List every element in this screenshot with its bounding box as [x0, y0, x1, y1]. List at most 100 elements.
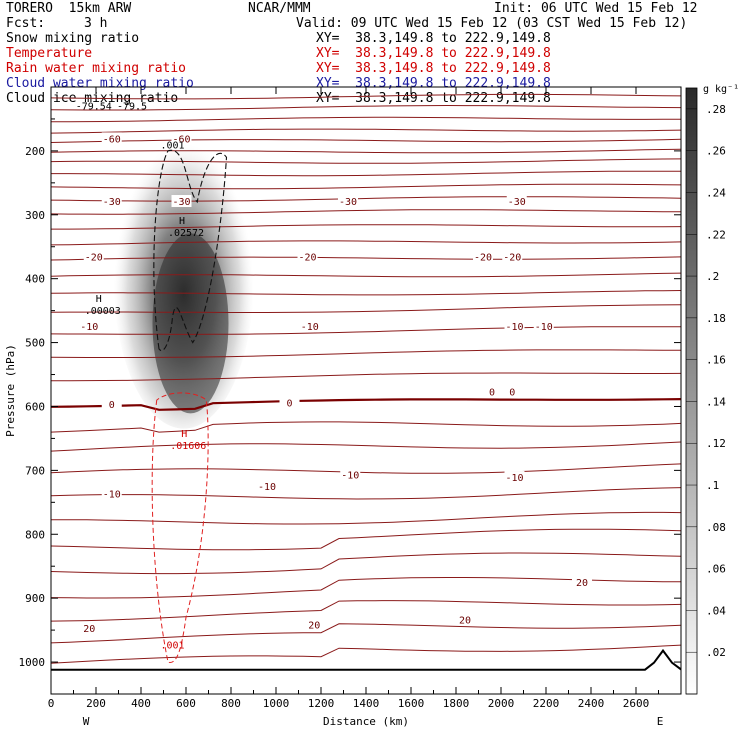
east-label: E: [657, 715, 664, 728]
contour-label-bg: [83, 250, 104, 263]
contour-label-bg: [79, 320, 100, 333]
y-tick-label: 200: [25, 145, 45, 158]
x-tick-label: 2200: [533, 697, 560, 710]
isotherm-line: [51, 104, 681, 111]
field-name-temperature: Temperature: [6, 46, 93, 61]
colorbar-tick-label: .28: [706, 103, 726, 116]
field-name-cloud-ice: Cloud ice mixing ratio: [6, 91, 179, 106]
contour-label-bg: [533, 320, 554, 333]
contour-label-bg: [572, 575, 592, 588]
contour-label-bg: [473, 250, 493, 263]
field-name-snow: Snow mixing ratio: [6, 31, 140, 46]
contour-label-bg: [101, 398, 122, 411]
contour-label-bg: [455, 613, 475, 626]
temperature-contour-label: -30: [508, 197, 526, 208]
forecast-label: Fcst:: [6, 16, 46, 31]
colorbar-tick-label: .08: [706, 521, 726, 534]
snow-shading-core: [152, 233, 229, 414]
x-tick-label: 200: [86, 697, 106, 710]
valid-time: Valid: 09 UTC Wed 15 Feb 12 (03 CST Wed …: [296, 16, 688, 31]
isotherm-line: [51, 128, 681, 134]
temperature-contour-label: -20: [503, 253, 521, 264]
temperature-contour-label: 20: [576, 578, 588, 589]
field-xy-temperature: XY= 38.3,149.8 to 222.9,149.8: [316, 46, 551, 61]
extremum-value: .00003: [85, 306, 121, 317]
temperature-contour-label: -10: [341, 470, 359, 481]
extremum-symbol: H: [179, 216, 185, 227]
isotherm-line: [51, 196, 681, 202]
isotherm-line: [51, 623, 681, 644]
isotherm-line: [51, 421, 681, 433]
isotherm-line: [51, 256, 681, 261]
x-tick-label: 1200: [308, 697, 335, 710]
contour-value-label: -79.54: [76, 101, 112, 112]
field-xy-rain: XY= 38.3,149.8 to 222.9,149.8: [316, 61, 551, 76]
colorbar-tick-label: .24: [706, 186, 726, 199]
x-tick-label: 1400: [353, 697, 380, 710]
center-title: NCAR/MMM: [248, 1, 311, 16]
colorbar-tick-label: .16: [706, 354, 726, 367]
temperature-contour-label: -10: [80, 322, 98, 333]
isotherm-line: [51, 349, 681, 358]
temperature-contour-label: -60: [172, 134, 190, 145]
temperature-contour-label: 20: [459, 616, 471, 627]
y-tick-label: 300: [25, 209, 45, 222]
isotherm-line: [51, 158, 681, 164]
isotherm-line: [51, 304, 681, 313]
y-tick-label: 700: [25, 464, 45, 477]
temperature-contour-label: -10: [505, 473, 523, 484]
isotherm-line: [51, 272, 681, 278]
y-tick-label: 400: [25, 273, 45, 286]
colorbar-tick-label: .12: [706, 437, 726, 450]
colorbar-tick-label: .18: [706, 312, 726, 325]
colorbar-tick-label: .22: [706, 228, 726, 241]
x-tick-label: 2600: [623, 697, 650, 710]
contour-label-bg: [101, 132, 122, 145]
rain-water-contour: [151, 392, 209, 663]
colorbar-tick-label: .14: [706, 395, 726, 408]
colorbar-tick-label: .1: [706, 479, 719, 492]
isotherm-line: [51, 93, 681, 100]
init-time: Init: 06 UTC Wed 15 Feb 12: [494, 1, 698, 16]
extremum-value: .02572: [168, 228, 204, 239]
contour-label-bg: [482, 385, 502, 398]
contour-label-bg: [79, 621, 100, 634]
isotherm-line: [51, 487, 681, 500]
extremum-symbol: H: [181, 429, 187, 440]
contour-label-bg: [257, 479, 277, 492]
contour-label-bg: [504, 320, 525, 333]
x-tick-label: 400: [131, 697, 151, 710]
isotherm-line: [51, 290, 681, 296]
temperature-contour-label: -10: [301, 322, 319, 333]
extremum-symbol: H: [96, 294, 102, 305]
contour-label-bg: [304, 618, 325, 631]
field-xy-snow: XY= 38.3,149.8 to 222.9,149.8: [316, 31, 551, 46]
colorbar-unit: g kg⁻¹: [703, 84, 739, 95]
contour-label-bg: [338, 195, 358, 208]
temperature-contour-label: -30: [339, 197, 357, 208]
contour-label-bg: [297, 250, 318, 263]
y-axis-label: Pressure (hPa): [4, 344, 17, 437]
contour-value-label: -79.5: [117, 101, 147, 112]
colorbar-tick-label: .02: [706, 646, 726, 659]
x-tick-label: 2400: [578, 697, 605, 710]
contour-label-bg: [504, 471, 525, 484]
cloud-ice-contour: [153, 149, 228, 352]
forecast-value: 3 h: [84, 16, 108, 31]
temperature-contour-label: -10: [258, 482, 276, 493]
contour-label-bg: [506, 195, 527, 208]
contour-label-bg: [279, 396, 300, 409]
isotherm-line: [51, 116, 681, 123]
isotherm-line: [51, 224, 681, 230]
x-tick-label: 600: [176, 697, 196, 710]
temperature-contour-label: 0: [109, 400, 115, 411]
temperature-contour-label: -20: [85, 253, 103, 264]
contour-label-bg: [101, 195, 122, 208]
y-tick-label: 1000: [19, 656, 46, 669]
temperature-contour-label: -30: [103, 197, 121, 208]
contour-label-bg: [101, 487, 122, 500]
isotherm-line: [51, 326, 681, 335]
contour-value-label: .001: [160, 140, 184, 151]
west-label: W: [83, 715, 90, 728]
